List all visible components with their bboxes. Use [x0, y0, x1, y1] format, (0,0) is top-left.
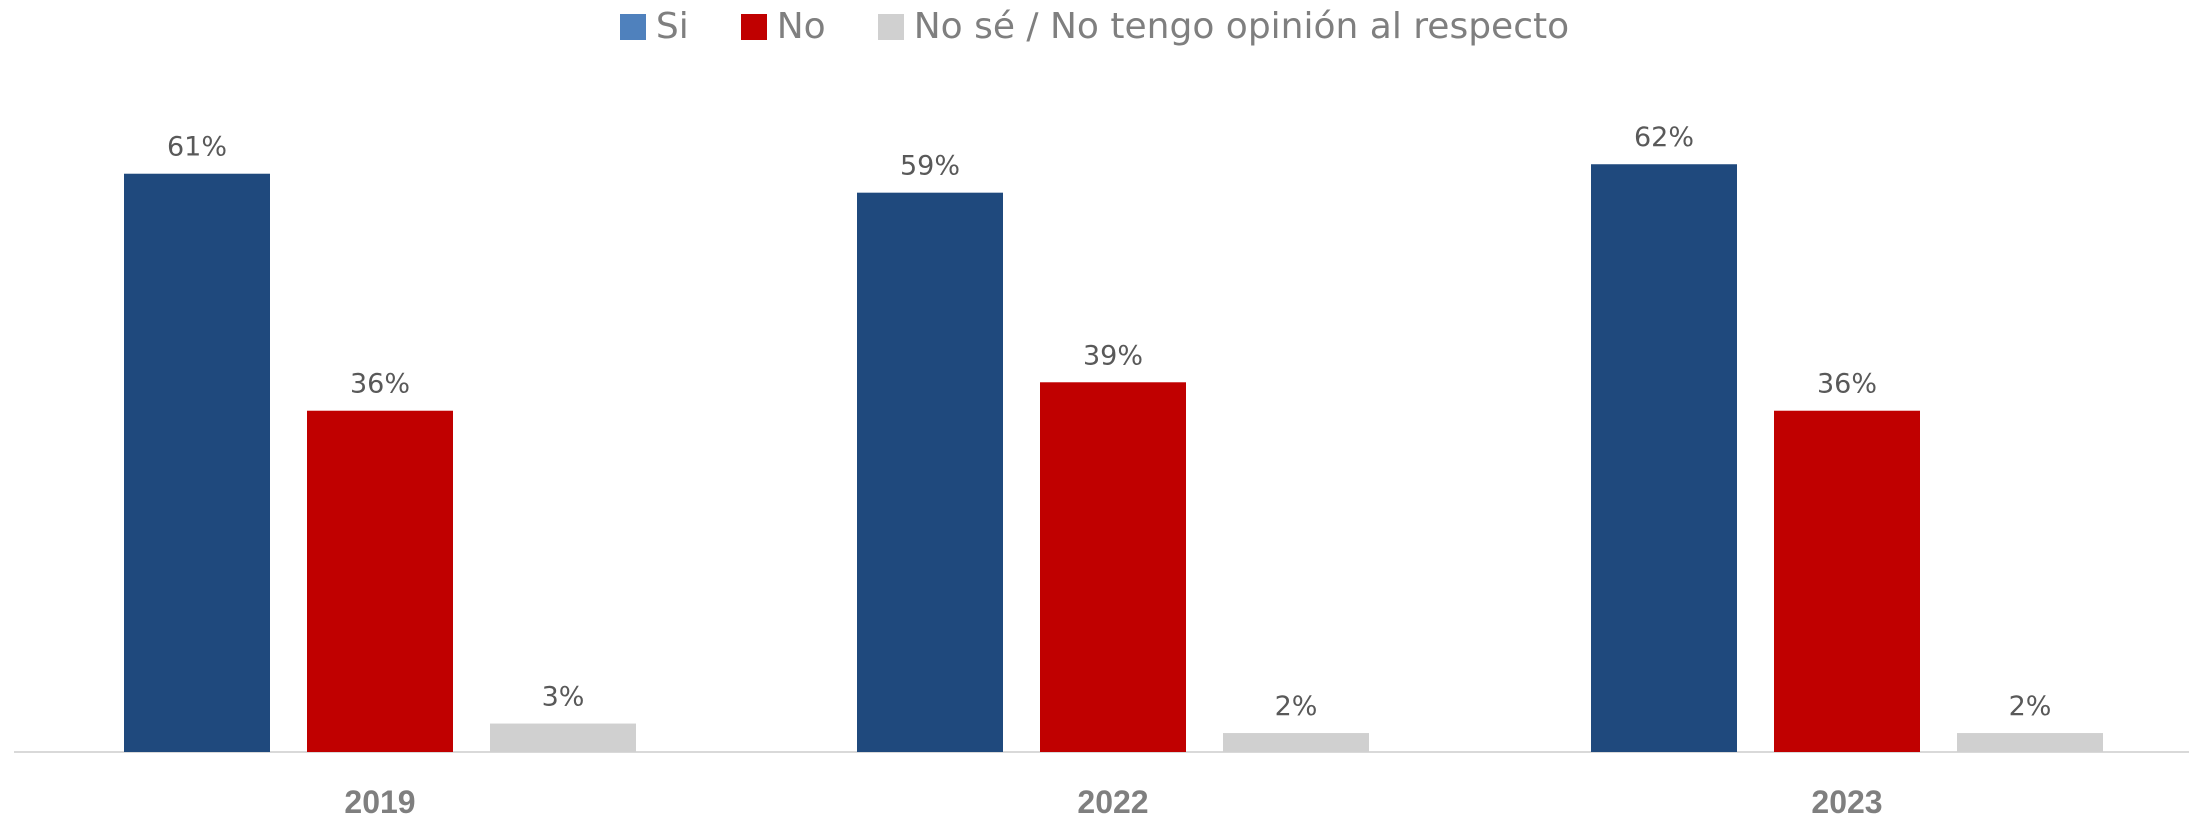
data-label-si-2022: 59%: [900, 151, 960, 182]
data-label-no-se-no-tengo-opinion-al-respecto-2022: 2%: [1275, 691, 1318, 722]
legend-item-no-se: No sé / No tengo opinión al respecto: [877, 6, 1570, 47]
bar-si-2022: [857, 192, 1003, 752]
legend-item-si: Si: [619, 6, 689, 47]
legend: Si No No sé / No tengo opinión al respec…: [0, 6, 2189, 47]
bar-si-2023: [1591, 164, 1737, 753]
bar-si-2019: [124, 173, 270, 753]
data-label-si-2023: 62%: [1634, 122, 1694, 153]
bar-no-2019: [307, 410, 453, 752]
bar-no-se-no-tengo-opinion-al-respecto-2023: [1957, 733, 2103, 752]
data-label-no-2019: 36%: [350, 369, 410, 400]
x-tick-label-2022: 2022: [1077, 784, 1148, 815]
legend-item-no: No: [740, 6, 826, 47]
legend-swatch-no-se: [877, 13, 904, 40]
x-tick-label-2019: 2019: [344, 784, 415, 815]
legend-swatch-no: [740, 13, 767, 40]
x-tick-label-2023: 2023: [1811, 784, 1882, 815]
legend-label-si: Si: [655, 6, 689, 47]
bar-no-se-no-tengo-opinion-al-respecto-2019: [490, 723, 636, 752]
bar-no-2022: [1040, 382, 1186, 752]
legend-label-no-se: No sé / No tengo opinión al respecto: [913, 6, 1570, 47]
data-label-no-2023: 36%: [1817, 369, 1877, 400]
legend-label-no: No: [776, 6, 826, 47]
bar-no-se-no-tengo-opinion-al-respecto-2022: [1223, 733, 1369, 752]
data-label-no-se-no-tengo-opinion-al-respecto-2019: 3%: [542, 682, 585, 713]
data-label-no-2022: 39%: [1083, 340, 1143, 371]
data-label-si-2019: 61%: [167, 132, 227, 163]
data-label-no-se-no-tengo-opinion-al-respecto-2023: 2%: [2009, 691, 2052, 722]
legend-swatch-si: [619, 13, 646, 40]
bar-no-2023: [1774, 410, 1920, 752]
